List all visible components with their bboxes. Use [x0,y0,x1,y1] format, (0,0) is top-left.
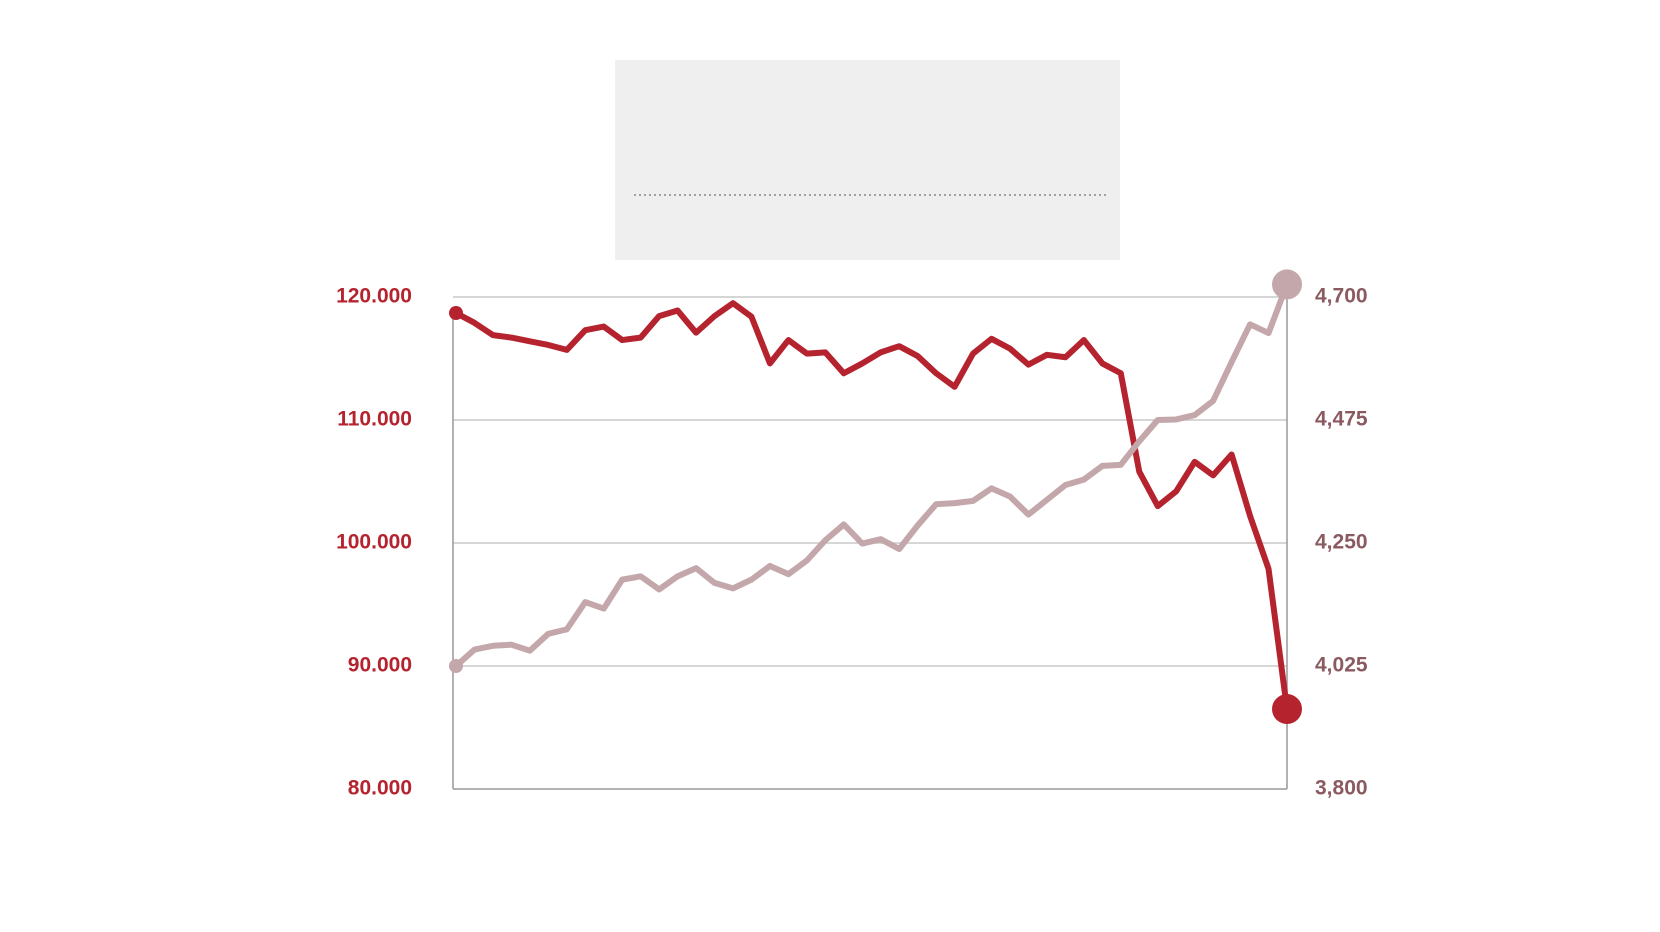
info-box [615,60,1120,260]
y-tick-label: 120.000 [336,285,412,308]
start-dot [449,659,463,673]
y-tick-label: 80.000 [348,777,412,800]
end-dot [1272,269,1302,300]
series-line [454,283,1290,669]
y-tick-label: 100.000 [336,531,412,554]
end-dot [1272,694,1302,725]
y2-tick-label: 4,250 [1315,531,1368,554]
y2-tick-label: 4,700 [1315,285,1368,308]
y-tick-label: 90.000 [348,654,412,677]
start-dot [449,305,463,320]
y2-tick-label: 4,475 [1315,408,1368,431]
y2-tick-label: 3,800 [1315,777,1368,800]
y-tick-label: 110.000 [337,408,412,431]
series-line [454,300,1290,710]
y2-tick-label: 4,025 [1315,654,1368,677]
